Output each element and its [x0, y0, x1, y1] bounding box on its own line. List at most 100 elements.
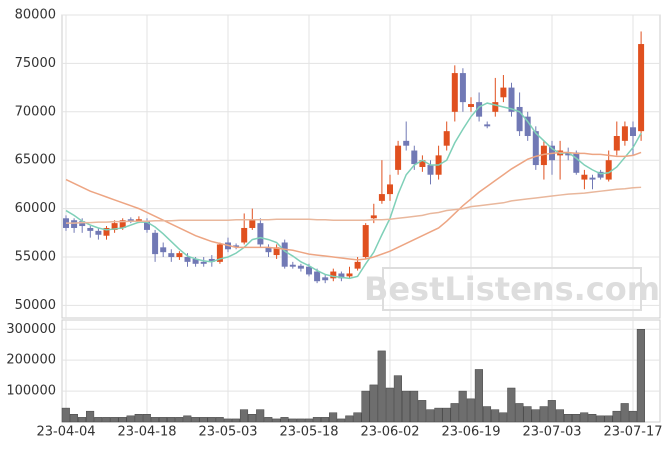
candle-body — [638, 44, 645, 132]
candle-body — [565, 152, 572, 156]
volume-bar — [215, 417, 224, 423]
volume-bar — [223, 418, 232, 423]
volume-bar — [458, 390, 467, 423]
volume-bar — [515, 403, 524, 423]
y-tick-label: 70000 — [15, 104, 56, 119]
candle-body — [354, 261, 361, 269]
candle-body — [322, 277, 329, 281]
volume-bar — [296, 418, 305, 423]
candle-body — [459, 73, 466, 103]
volume-bar — [126, 415, 135, 423]
volume-bar — [555, 409, 564, 423]
volume-bar — [466, 398, 475, 423]
candle-body — [265, 247, 272, 253]
volume-bar — [264, 417, 273, 423]
volume-bar — [69, 414, 78, 423]
candle-body — [443, 131, 450, 146]
candle-body — [403, 140, 410, 146]
volume-bar — [61, 407, 70, 423]
candle-body — [411, 150, 418, 165]
volume-bar — [158, 417, 168, 423]
y-tick-label: 300000 — [6, 322, 56, 337]
candle-body — [508, 87, 515, 112]
candle-body — [362, 225, 369, 258]
volume-bar — [288, 418, 297, 423]
candle-body — [476, 102, 483, 117]
volume-bar — [539, 406, 548, 423]
volume-bar — [580, 412, 589, 423]
volume-bar — [304, 418, 313, 423]
candle-body — [573, 152, 580, 173]
volume-bar — [337, 418, 346, 423]
candle-body — [233, 245, 240, 248]
candle-body — [87, 227, 94, 231]
volume-bar — [345, 415, 354, 423]
moving-average-line — [65, 151, 642, 261]
volume-bar — [604, 415, 613, 423]
candle-body — [306, 266, 312, 275]
candle-body — [581, 174, 588, 180]
candle-body — [208, 258, 215, 262]
candle-body — [346, 273, 353, 277]
candle-body — [451, 73, 458, 112]
volume-bar — [410, 390, 419, 423]
volume-bar — [353, 412, 362, 423]
x-tick-label: 23-05-03 — [198, 425, 257, 440]
volume-bar — [150, 417, 159, 423]
candle-body — [387, 184, 393, 195]
volume-bar — [491, 409, 500, 423]
volume-bar — [450, 403, 459, 423]
candle-body — [419, 160, 426, 167]
candle-body — [297, 265, 304, 269]
x-tick-label: 23-05-18 — [279, 425, 338, 440]
volume-bar — [118, 417, 127, 423]
volume-bar — [531, 409, 540, 423]
candle-body — [192, 258, 199, 264]
candle-body — [500, 87, 507, 98]
volume-bar — [401, 390, 411, 423]
candle-body — [241, 227, 248, 243]
candle-body — [289, 264, 296, 267]
volume-bar — [636, 329, 645, 423]
volume-bar — [361, 390, 370, 423]
candle-body — [427, 165, 434, 175]
y-tick-label: 75000 — [15, 56, 56, 71]
volume-bar — [248, 414, 257, 423]
candle-body — [378, 194, 385, 201]
volume-bar — [547, 400, 556, 423]
grid — [62, 14, 660, 422]
volume-bar — [77, 417, 87, 423]
candle-body — [370, 215, 377, 219]
volume-bar — [588, 414, 597, 423]
candle-body — [184, 257, 191, 262]
candle-body — [216, 244, 223, 262]
candle-body — [168, 253, 175, 258]
candle-body — [160, 247, 167, 253]
x-tick-label: 23-06-02 — [360, 425, 419, 440]
watermark-box — [382, 267, 642, 311]
candle-body — [79, 221, 86, 227]
volume-bar — [426, 409, 435, 423]
candle-body — [111, 223, 118, 230]
volume-bar — [320, 417, 330, 423]
volume-bar — [612, 410, 621, 423]
volume-bar — [434, 407, 443, 423]
candle-body — [605, 160, 612, 180]
candle-body — [492, 102, 499, 112]
volume-bar — [620, 403, 629, 423]
x-tick-label: 23-04-18 — [117, 425, 176, 440]
candle-body — [135, 219, 142, 222]
volume-bar — [596, 415, 605, 423]
x-tick-label: 23-04-04 — [36, 425, 95, 440]
volume-bar — [94, 417, 103, 423]
candle-body — [589, 177, 596, 180]
candle-body — [119, 220, 126, 228]
candle-body — [127, 219, 134, 222]
volume-bar — [272, 418, 281, 423]
y-tick-label: 100000 — [6, 384, 56, 399]
volume-bar — [280, 417, 289, 423]
y-tick-label: 65000 — [15, 153, 56, 168]
volume-bar — [183, 415, 192, 423]
y-tick-label: 80000 — [15, 8, 56, 23]
volume-bar — [142, 414, 151, 423]
